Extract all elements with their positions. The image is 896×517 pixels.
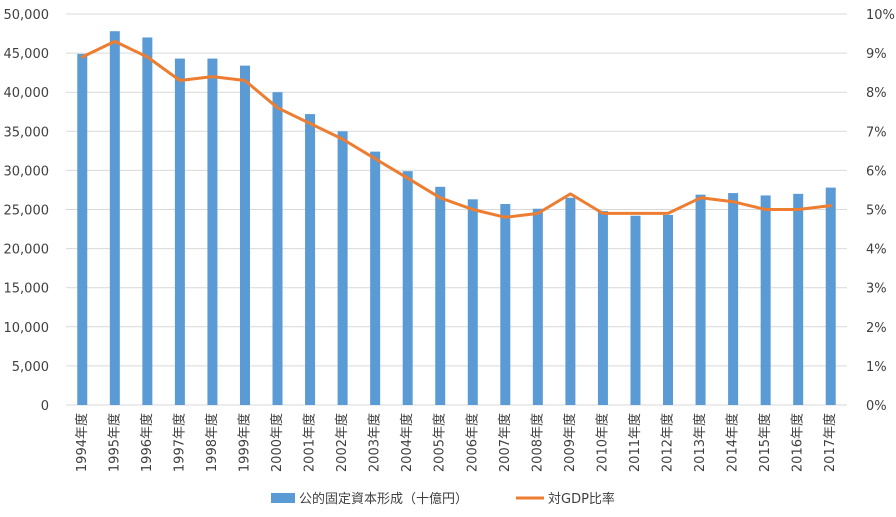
left-axis-tick-label: 30,000 bbox=[4, 164, 50, 179]
x-axis-tick-label: 2008年度 bbox=[529, 413, 545, 472]
x-axis-tick-label: 2007年度 bbox=[497, 413, 513, 472]
right-axis-tick-label: 6% bbox=[866, 164, 887, 179]
legend-line-label: 対GDP比率 bbox=[548, 491, 615, 507]
x-axis-tick-label: 1994年度 bbox=[74, 413, 90, 472]
right-axis-tick-label: 0% bbox=[866, 399, 887, 414]
right-axis-tick-label: 4% bbox=[866, 243, 887, 258]
bar bbox=[305, 114, 316, 405]
left-axis-tick-label: 35,000 bbox=[4, 125, 50, 140]
bar bbox=[272, 92, 283, 405]
left-axis-tick-label: 40,000 bbox=[4, 86, 50, 101]
bar bbox=[597, 211, 608, 405]
x-axis-tick-label: 1995年度 bbox=[106, 413, 122, 472]
bar bbox=[207, 58, 218, 405]
bar bbox=[174, 58, 185, 405]
x-axis-tick-label: 2004年度 bbox=[399, 413, 415, 472]
grid-lines bbox=[66, 13, 847, 406]
right-axis-tick-label: 10% bbox=[866, 8, 895, 23]
left-axis-ticks: 0 5,000 10,000 15,000 20,000 25,000 30,000 35,0… bbox=[4, 8, 50, 414]
bar bbox=[109, 31, 120, 405]
x-axis-tick-label: 2001年度 bbox=[302, 413, 318, 472]
right-axis-tick-label: 5% bbox=[866, 204, 887, 219]
ratio-line bbox=[80, 39, 833, 219]
right-axis-tick-label: 2% bbox=[866, 321, 887, 336]
x-axis-tick-label: 2014年度 bbox=[725, 413, 741, 472]
left-axis-tick-label: 10,000 bbox=[4, 321, 50, 336]
bar-series bbox=[77, 31, 836, 406]
left-axis-tick-label: 20,000 bbox=[4, 243, 50, 258]
bar bbox=[402, 171, 413, 405]
x-axis-tick-label: 2003年度 bbox=[367, 413, 383, 472]
legend: 公的固定資本形成（十億円） 対GDP比率 bbox=[271, 491, 615, 507]
bar bbox=[695, 194, 706, 405]
bar bbox=[142, 37, 153, 406]
left-axis-tick-label: 5,000 bbox=[12, 360, 49, 375]
line-series bbox=[80, 39, 833, 219]
bar bbox=[77, 53, 88, 406]
bar bbox=[728, 193, 739, 405]
x-axis-tick-label: 1998年度 bbox=[204, 413, 220, 472]
bar bbox=[793, 193, 804, 405]
left-axis-tick-label: 50,000 bbox=[4, 8, 50, 23]
x-axis-tick-label: 2002年度 bbox=[334, 413, 350, 472]
right-axis-tick-label: 1% bbox=[866, 360, 887, 375]
bar bbox=[825, 187, 836, 405]
x-axis-tick-label: 1997年度 bbox=[171, 413, 187, 472]
x-axis-tick-label: 2006年度 bbox=[464, 413, 480, 472]
x-axis-tick-label: 1996年度 bbox=[139, 413, 155, 472]
right-axis-tick-label: 7% bbox=[866, 125, 887, 140]
left-axis-tick-label: 0 bbox=[41, 399, 49, 414]
right-axis-tick-label: 3% bbox=[866, 282, 887, 297]
x-axis-tick-label: 2000年度 bbox=[269, 413, 285, 472]
x-axis-tick-label: 2015年度 bbox=[757, 413, 773, 472]
bar bbox=[630, 215, 641, 405]
bar bbox=[532, 208, 543, 405]
left-axis-tick-label: 15,000 bbox=[4, 282, 50, 297]
x-axis-tick-label: 2017年度 bbox=[822, 413, 838, 472]
x-axis-tick-label: 2010年度 bbox=[594, 413, 610, 472]
bar bbox=[663, 214, 674, 405]
bar bbox=[435, 186, 446, 405]
bar bbox=[467, 199, 478, 405]
x-axis-tick-label: 1999年度 bbox=[236, 413, 252, 472]
x-axis-tick-label: 2011年度 bbox=[627, 413, 643, 472]
x-axis-tick-label: 2005年度 bbox=[432, 413, 448, 472]
x-axis-tick-label: 2009年度 bbox=[562, 413, 578, 472]
bar bbox=[565, 197, 576, 405]
legend-bar-label: 公的固定資本形成（十億円） bbox=[299, 491, 468, 507]
left-axis-tick-label: 25,000 bbox=[4, 204, 50, 219]
x-axis-tick-label: 2012年度 bbox=[660, 413, 676, 472]
legend-bar-swatch bbox=[271, 493, 295, 503]
right-axis-ticks: 0% 1% 2% 3% 4% 5% 6% 7% 8% 9% 10% bbox=[866, 8, 895, 414]
bar bbox=[239, 65, 250, 405]
bar bbox=[760, 195, 771, 405]
x-axis-tick-label: 2013年度 bbox=[692, 413, 708, 472]
x-axis-tick-label: 2016年度 bbox=[790, 413, 806, 472]
left-axis-tick-label: 45,000 bbox=[4, 47, 50, 62]
right-axis-tick-label: 9% bbox=[866, 47, 887, 62]
right-axis-tick-label: 8% bbox=[866, 86, 887, 101]
x-axis-ticks: 1994年度 1995年度 1996年度 1997年度 1998年度 1999年度 2000… bbox=[74, 413, 838, 472]
bar bbox=[337, 131, 348, 406]
bar bbox=[500, 204, 511, 405]
bar bbox=[370, 151, 381, 405]
